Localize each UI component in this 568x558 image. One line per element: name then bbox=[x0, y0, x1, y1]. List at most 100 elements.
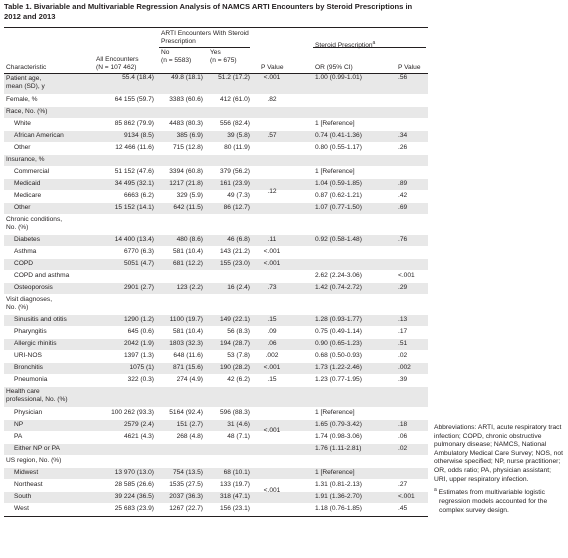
cell-or: 1.00 (0.99-1.01) bbox=[315, 74, 362, 81]
cell-p2: .18 bbox=[398, 421, 408, 428]
header-group-bivariable: ARTI Encounters With Steroid Prescriptio… bbox=[161, 30, 249, 45]
cell-no: 754 (13.5) bbox=[172, 469, 203, 476]
header-rule bbox=[4, 73, 428, 74]
table-footnotes: Abbreviations: ARTI, acute respiratory t… bbox=[434, 424, 566, 516]
cell-no: 1217 (21.8) bbox=[169, 180, 203, 187]
cell-yes: 155 (23.0) bbox=[219, 260, 250, 267]
cell-p2: .27 bbox=[398, 481, 408, 488]
cell-no: 681 (12.2) bbox=[172, 260, 203, 267]
cell-all: 15 152 (14.1) bbox=[114, 204, 154, 211]
cell-or: 1.18 (0.76-1.85) bbox=[315, 505, 362, 512]
cell-or: 0.92 (0.58-1.48) bbox=[315, 236, 362, 243]
table-row: West 25 683 (23.9) 1267 (22.7) 156 (23.1… bbox=[4, 504, 428, 515]
row-label: Commercial bbox=[14, 168, 50, 175]
cell-yes: 56 (8.3) bbox=[227, 328, 250, 335]
cell-all: 100 262 (93.3) bbox=[111, 409, 154, 416]
cell-yes: 46 (6.8) bbox=[227, 236, 250, 243]
cell-no: 1267 (22.7) bbox=[169, 505, 203, 512]
row-label: Health care professional, No. (%) bbox=[6, 388, 68, 403]
cell-or: 0.80 (0.55-1.17) bbox=[315, 144, 362, 151]
cell-all: 28 585 (26.6) bbox=[114, 481, 154, 488]
cell-p2: .13 bbox=[398, 316, 408, 323]
cell-or: 0.68 (0.50-0.93) bbox=[315, 352, 362, 359]
table-row: PA 4621 (4.3) 268 (4.8) 48 (7.1) 1.74 (0… bbox=[4, 432, 428, 443]
cell-or: 1.76 (1.11-2.81) bbox=[315, 445, 362, 452]
cell-p: .002 bbox=[265, 352, 279, 359]
cell-yes: 53 (7.8) bbox=[227, 352, 250, 359]
table-row: COPD and asthma 2.62 (2.24-3.06) <.001 bbox=[4, 271, 428, 282]
section-header-chronic: Chronic conditions, No. (%) bbox=[4, 215, 428, 234]
row-label: Asthma bbox=[14, 248, 37, 255]
cell-yes: 190 (28.2) bbox=[219, 364, 250, 371]
cell-no: 49.8 (18.1) bbox=[171, 74, 203, 81]
row-label: Allergic rhinitis bbox=[14, 340, 57, 347]
cell-no: 5164 (92.4) bbox=[169, 409, 203, 416]
table-row: Diabetes 14 400 (13.4) 480 (8.6) 46 (6.8… bbox=[4, 235, 428, 246]
top-rule bbox=[4, 27, 428, 28]
cell-yes: 48 (7.1) bbox=[227, 433, 250, 440]
section-header-visit: Visit diagnoses, No. (%) bbox=[4, 295, 428, 314]
row-label: Pneumonia bbox=[14, 376, 48, 383]
cell-p2: .39 bbox=[398, 376, 408, 383]
cell-p2: .69 bbox=[398, 204, 408, 211]
table-row: White 85 862 (79.9) 4483 (80.3) 556 (82.… bbox=[4, 119, 428, 130]
cell-all: 34 495 (32.1) bbox=[114, 180, 154, 187]
race-p-value: .57 bbox=[267, 132, 277, 139]
table-title: Table 1. Bivariable and Multivariable Re… bbox=[4, 2, 413, 21]
cell-yes: 68 (10.1) bbox=[223, 469, 250, 476]
table-row: Pharyngitis 645 (0.6) 581 (10.4) 56 (8.3… bbox=[4, 327, 428, 338]
cell-or: 1 [Reference] bbox=[315, 168, 355, 175]
cell-all: 9134 (8.5) bbox=[123, 132, 154, 139]
cell-no: 480 (8.6) bbox=[176, 236, 203, 243]
cell-p: .73 bbox=[267, 284, 277, 291]
table-row: Osteoporosis 2901 (2.7) 123 (2.2) 16 (2.… bbox=[4, 283, 428, 294]
cell-yes: 49 (7.3) bbox=[227, 192, 250, 199]
table-row: Female, % 64 155 (59.7) 3383 (60.6) 412 … bbox=[4, 95, 428, 106]
cell-p2: .56 bbox=[398, 74, 408, 81]
section-header-race: Race, No. (%) bbox=[4, 107, 428, 118]
cell-yes: 31 (4.6) bbox=[227, 421, 250, 428]
cell-no: 3383 (60.6) bbox=[169, 96, 203, 103]
row-label: Osteoporosis bbox=[14, 284, 53, 291]
row-label: COPD bbox=[14, 260, 34, 267]
cell-or: 1.07 (0.77-1.50) bbox=[315, 204, 362, 211]
table-row: Patient age, mean (SD), y 55.4 (18.4) 49.… bbox=[4, 74, 428, 94]
row-label: Midwest bbox=[14, 469, 39, 476]
hcp-p-value: <.001 bbox=[263, 427, 281, 434]
table-row: Midwest 13 970 (13.0) 754 (13.5) 68 (10.… bbox=[4, 468, 428, 479]
cell-all: 5051 (4.7) bbox=[123, 260, 154, 267]
table-row: South 39 224 (36.5) 2037 (36.3) 318 (47.… bbox=[4, 492, 428, 503]
cell-all: 25 683 (23.9) bbox=[114, 505, 154, 512]
cell-no: 2037 (36.3) bbox=[169, 493, 203, 500]
table-row: Pneumonia 322 (0.3) 274 (4.9) 42 (6.2) .… bbox=[4, 375, 428, 386]
cell-all: 13 970 (13.0) bbox=[114, 469, 154, 476]
cell-all: 12 466 (11.6) bbox=[115, 144, 154, 151]
cell-or: 1.04 (0.59-1.85) bbox=[315, 180, 362, 187]
cell-no: 642 (11.5) bbox=[173, 204, 203, 211]
row-label: Pharyngitis bbox=[14, 328, 47, 335]
cell-or: 1.91 (1.36-2.70) bbox=[315, 493, 362, 500]
cell-or: 2.62 (2.24-3.06) bbox=[315, 272, 362, 279]
cell-or: 0.87 (0.62-1.21) bbox=[315, 192, 362, 199]
header-characteristic: Characteristic bbox=[6, 64, 47, 71]
cell-all: 51 152 (47.6) bbox=[114, 168, 154, 175]
cell-all: 64 155 (59.7) bbox=[114, 96, 154, 103]
table-row: Commercial 51 152 (47.6) 3394 (60.8) 379… bbox=[4, 167, 428, 178]
table-row: Bronchitis 1075 (1) 871 (15.6) 190 (28.2… bbox=[4, 363, 428, 374]
cell-no: 123 (2.2) bbox=[176, 284, 203, 291]
cell-yes: 16 (2.4) bbox=[227, 284, 250, 291]
cell-no: 871 (15.6) bbox=[172, 364, 203, 371]
cell-all: 1075 (1) bbox=[129, 364, 154, 371]
row-label: Patient age, mean (SD), y bbox=[6, 75, 45, 90]
cell-yes: 86 (12.7) bbox=[223, 204, 250, 211]
cell-no: 648 (11.6) bbox=[173, 352, 203, 359]
row-label: Race, No. (%) bbox=[6, 108, 48, 115]
cell-all: 55.4 (18.4) bbox=[122, 74, 154, 81]
cell-no: 385 (6.9) bbox=[176, 132, 203, 139]
cell-or: 1.23 (0.77-1.95) bbox=[315, 376, 362, 383]
row-label: PA bbox=[14, 433, 23, 440]
header-all-encounters: All Encounters (N = 107 462) bbox=[96, 56, 139, 71]
table-row: Other 15 152 (14.1) 642 (11.5) 86 (12.7)… bbox=[4, 203, 428, 214]
cell-all: 2042 (1.9) bbox=[123, 340, 154, 347]
row-label: Insurance, % bbox=[6, 156, 45, 163]
